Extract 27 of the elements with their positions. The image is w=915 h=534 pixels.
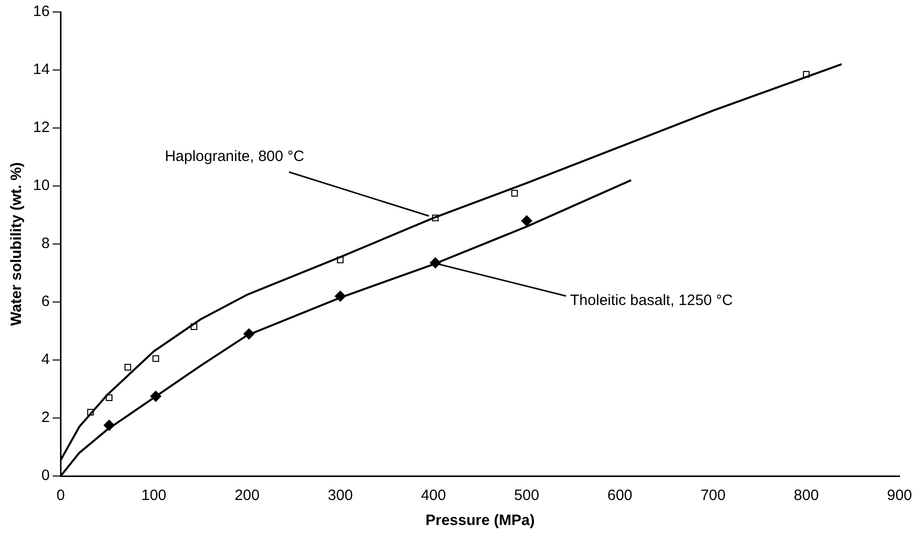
y-tick-label: 12 [32, 119, 50, 136]
x-tick-label: 200 [234, 487, 260, 504]
point [152, 355, 160, 362]
y-tick-label: 2 [41, 409, 50, 426]
x-tick-label: 700 [700, 487, 726, 504]
x-tick-label: 600 [607, 487, 632, 504]
x-tick-label: 400 [420, 487, 446, 504]
annotation: Tholeitic basalt, 1250 °C [570, 292, 733, 310]
x-axis-title: Pressure (MPa) [425, 512, 535, 530]
y-tick-label: 6 [41, 293, 50, 310]
x-tick-label: 900 [886, 487, 912, 504]
y-tick-label: 0 [41, 467, 50, 484]
x-tick-label: 800 [794, 487, 819, 504]
point [521, 215, 532, 226]
y-tick-label: 16 [32, 3, 50, 20]
point [124, 364, 132, 371]
y-axis-title: Water solubility (wt. %) [8, 162, 26, 326]
x-tick-label: 100 [141, 487, 166, 504]
x-tick-label: 0 [56, 487, 65, 504]
y-tick-label: 14 [32, 61, 50, 78]
y-tick-label: 8 [41, 235, 50, 252]
y-tick-label: 10 [32, 177, 50, 194]
y-tick-label: 4 [41, 351, 50, 368]
x-tick-label: 300 [328, 487, 353, 504]
annotation: Haplogranite, 800 °C [164, 148, 304, 166]
x-tick-label: 500 [514, 487, 540, 504]
point [511, 190, 518, 197]
